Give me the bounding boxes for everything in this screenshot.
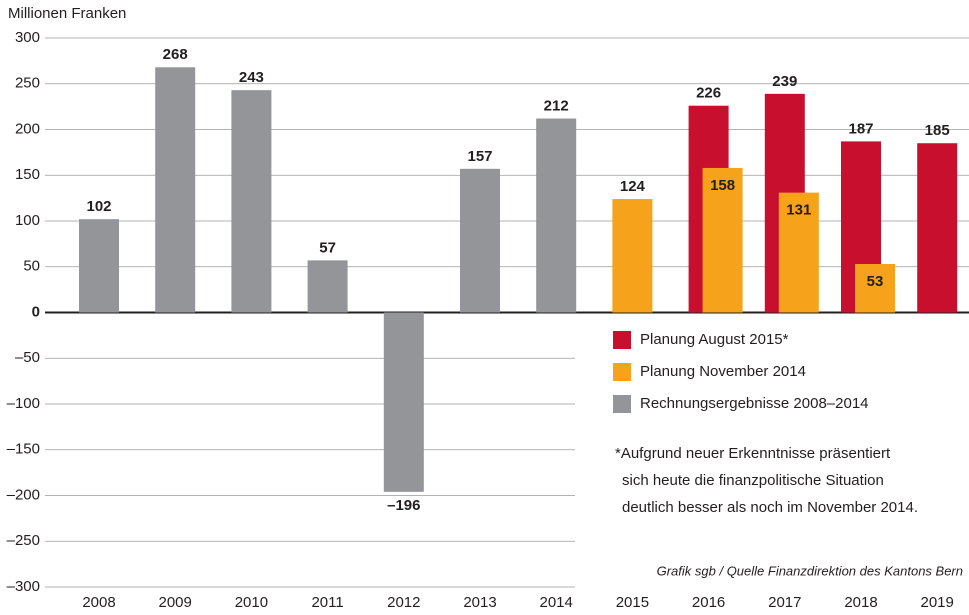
- legend-label: Rechnungsergebnisse 2008–2014: [640, 395, 869, 412]
- y-tick-label: –250: [7, 532, 40, 549]
- note: deutlich besser als noch im November 201…: [622, 499, 918, 516]
- x-tick-label: 2018: [844, 594, 877, 611]
- y-tick-label: –50: [15, 349, 40, 366]
- data-label: 239: [772, 73, 797, 90]
- bar: [778, 192, 819, 313]
- bar: [855, 264, 895, 313]
- y-axis-label: Millionen Franken: [8, 5, 126, 22]
- y-tick-label: 250: [15, 75, 40, 92]
- data-label: 158: [710, 177, 735, 194]
- bar: [79, 219, 119, 313]
- bar: [612, 199, 653, 313]
- note: *Aufgrund neuer Erkenntnisse präsentiert: [615, 445, 891, 462]
- bar: [702, 167, 743, 313]
- y-tick-label: 50: [23, 258, 40, 275]
- data-label: 268: [163, 46, 188, 63]
- data-label: –196: [387, 497, 420, 514]
- y-tick-label: –300: [7, 578, 40, 595]
- y-tick-label: –100: [7, 395, 40, 412]
- source: Grafik sgb / Quelle Finanzdirektion des …: [657, 563, 963, 578]
- x-tick-label: 2010: [235, 594, 268, 611]
- y-tick-label: –150: [7, 441, 40, 458]
- data-label: 102: [86, 198, 111, 215]
- y-tick-label: 200: [15, 120, 40, 137]
- x-tick-label: 2012: [387, 594, 420, 611]
- x-tick-label: 2009: [159, 594, 192, 611]
- legend-swatch: [613, 395, 631, 413]
- data-label: 131: [786, 202, 811, 219]
- data-label: 53: [867, 273, 884, 290]
- legend-label: Planung November 2014: [640, 363, 806, 380]
- x-tick-label: 2019: [921, 594, 954, 611]
- x-tick-label: 2016: [692, 594, 725, 611]
- data-label: 212: [544, 97, 569, 114]
- bar: [536, 118, 577, 313]
- x-tick-label: 2008: [82, 594, 115, 611]
- data-label: 57: [319, 239, 336, 256]
- bar: [460, 168, 500, 313]
- data-label: 243: [239, 69, 264, 86]
- data-label: 226: [696, 85, 721, 102]
- data-label: 124: [620, 178, 646, 195]
- x-tick-label: 2013: [463, 594, 496, 611]
- y-tick-label: 150: [15, 166, 40, 183]
- data-label: 187: [848, 120, 873, 137]
- legend-swatch: [613, 363, 631, 381]
- bar: [383, 312, 424, 492]
- y-tick-label: –200: [7, 486, 40, 503]
- note: sich heute die finanzpolitische Situatio…: [622, 472, 884, 489]
- data-label: 157: [467, 148, 492, 165]
- x-tick-label: 2011: [311, 594, 343, 611]
- x-tick-label: 2015: [616, 594, 649, 611]
- bar: [917, 143, 958, 313]
- y-tick-label: 300: [15, 29, 40, 46]
- x-tick-label: 2014: [540, 594, 573, 611]
- data-label: 185: [925, 122, 950, 139]
- x-tick-label: 2017: [768, 594, 801, 611]
- y-tick-label: 0: [32, 303, 40, 320]
- legend-swatch: [613, 331, 631, 349]
- bar: [155, 67, 196, 313]
- bar: [307, 260, 348, 313]
- legend-label: Planung August 2015*: [640, 331, 789, 348]
- bar: [231, 90, 272, 313]
- y-tick-label: 100: [15, 212, 40, 229]
